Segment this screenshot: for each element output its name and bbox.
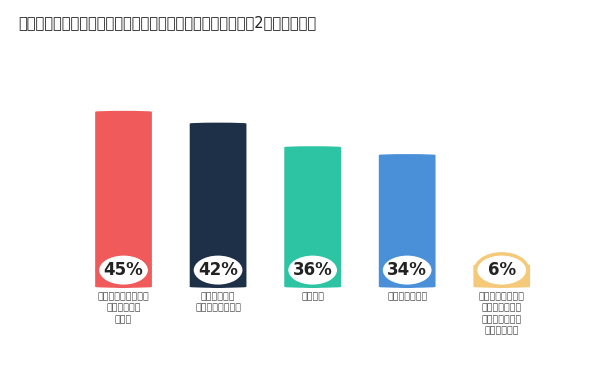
Text: コンプライアンス部門と事業部門間で摩擦が発生する要因（2つまで選択）: コンプライアンス部門と事業部門間で摩擦が発生する要因（2つまで選択） bbox=[18, 15, 317, 30]
Text: 45%: 45% bbox=[104, 261, 143, 279]
Ellipse shape bbox=[476, 254, 528, 286]
Ellipse shape bbox=[287, 254, 339, 286]
FancyBboxPatch shape bbox=[473, 264, 530, 288]
Ellipse shape bbox=[192, 254, 244, 286]
FancyBboxPatch shape bbox=[95, 111, 152, 288]
Text: コンプライアンス
部門と事業部門
間で大きな摩擦
の発生はない: コンプライアンス 部門と事業部門 間で大きな摩擦 の発生はない bbox=[479, 292, 525, 336]
Ellipse shape bbox=[98, 254, 149, 286]
Text: 規制変更: 規制変更 bbox=[301, 292, 324, 301]
Text: 6%: 6% bbox=[487, 261, 516, 279]
Text: リスク管理に
対するアプローチ: リスク管理に 対するアプローチ bbox=[195, 292, 241, 313]
FancyBboxPatch shape bbox=[190, 123, 246, 288]
FancyBboxPatch shape bbox=[379, 154, 436, 288]
Text: 42%: 42% bbox=[198, 261, 238, 279]
Text: 34%: 34% bbox=[387, 261, 427, 279]
FancyBboxPatch shape bbox=[284, 146, 341, 288]
Text: コミュニケーション
とコラボレー
ション: コミュニケーション とコラボレー ション bbox=[98, 292, 149, 324]
Text: 36%: 36% bbox=[293, 261, 332, 279]
Ellipse shape bbox=[381, 254, 433, 286]
Text: ポリシーの運用: ポリシーの運用 bbox=[387, 292, 427, 301]
